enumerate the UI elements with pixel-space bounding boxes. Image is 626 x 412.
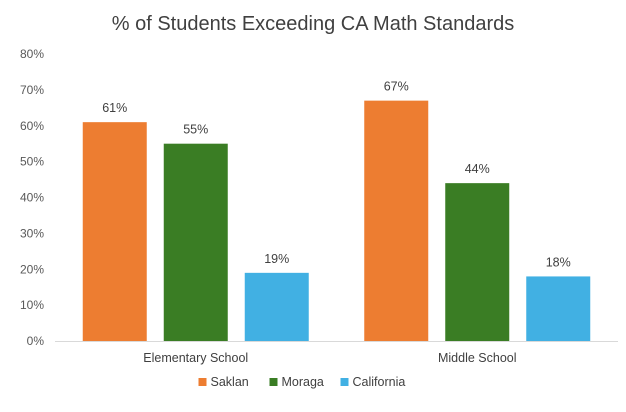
legend-swatch-moraga — [269, 378, 278, 386]
bar-moraga — [445, 183, 510, 341]
y-tick-label: 10% — [20, 298, 44, 312]
data-label: 55% — [183, 123, 208, 137]
chart-title: % of Students Exceeding CA Math Standard… — [112, 13, 514, 35]
legend-label-moraga: Moraga — [282, 375, 324, 389]
data-label: 18% — [546, 255, 571, 269]
y-tick-label: 80% — [20, 47, 44, 61]
legend-label-california: California — [353, 375, 406, 389]
data-label: 61% — [102, 101, 127, 115]
bar-california — [526, 276, 591, 341]
y-tick-label: 50% — [20, 155, 44, 169]
bar-california — [244, 272, 309, 341]
x-category-label: Middle School — [438, 351, 517, 365]
bar-moraga — [163, 143, 228, 341]
y-tick-label: 70% — [20, 83, 44, 97]
y-tick-label: 0% — [27, 334, 45, 348]
x-category-label: Elementary School — [143, 351, 248, 365]
legend-swatch-california — [340, 378, 349, 386]
y-tick-label: 20% — [20, 262, 44, 276]
y-tick-label: 40% — [20, 191, 44, 205]
y-tick-label: 30% — [20, 226, 44, 240]
axes: 0% 10% 20% 30% 40% 50% 60% 70% 80% Elementary Sch… — [20, 47, 618, 365]
bar-saklan — [364, 100, 429, 341]
y-tick-label: 60% — [20, 119, 44, 133]
bar-saklan — [82, 122, 147, 341]
data-label: 19% — [264, 252, 289, 266]
legend-label-saklan: Saklan — [211, 375, 249, 389]
bars: 61% 55% 19% 67% 44% 18% — [82, 80, 591, 341]
legend: Saklan Moraga California — [198, 375, 406, 389]
data-label: 44% — [465, 162, 490, 176]
legend-swatch-saklan — [198, 378, 207, 386]
data-label: 67% — [384, 80, 409, 94]
